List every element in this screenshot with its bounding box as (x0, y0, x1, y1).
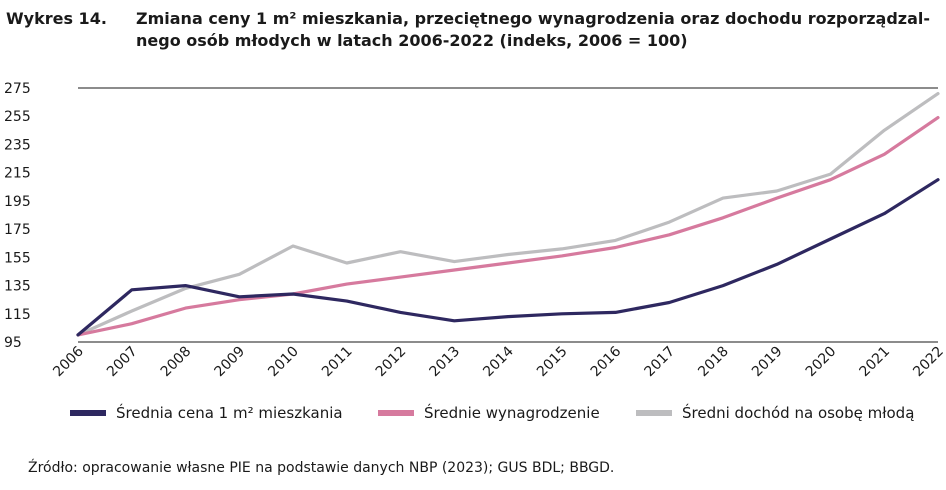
chart-title: Wykres 14. Zmiana ceny 1 m² mieszkania, … (6, 8, 941, 52)
x-tick-label: 2007 (104, 344, 141, 381)
x-axis: 2006 2007 2008 2009 2010 2011 2012 2013 2014 2015… (50, 343, 946, 380)
x-tick-label: 2011 (319, 344, 356, 381)
y-tick-label: 195 (4, 194, 31, 210)
y-axis: 95 115 135 155 175 195 215 235 255 275 (4, 81, 31, 351)
y-tick-label: 275 (4, 81, 31, 97)
x-tick-label: 2016 (588, 343, 625, 380)
x-tick-label: 2019 (749, 344, 786, 381)
legend-label: Średni dochód na osobę młodą (682, 404, 915, 422)
legend-item-3: Średni dochód na osobę młodą (636, 404, 914, 422)
legend-label: Średnia cena 1 m² mieszkania (116, 404, 343, 422)
y-tick-label: 95 (4, 335, 22, 351)
x-tick-label: 2014 (480, 343, 517, 380)
y-tick-label: 215 (4, 166, 31, 182)
chart-number: Wykres 14. (6, 9, 107, 28)
x-tick-label: 2006 (50, 343, 87, 380)
x-tick-label: 2013 (427, 344, 464, 381)
x-tick-label: 2021 (857, 344, 894, 381)
x-tick-label: 2008 (158, 344, 195, 381)
y-tick-label: 235 (4, 137, 31, 153)
x-tick-label: 2009 (212, 344, 249, 381)
legend-item-2: Średnie wynagrodzenie (378, 404, 600, 422)
legend-label: Średnie wynagrodzenie (424, 404, 600, 422)
x-tick-label: 2018 (695, 344, 732, 381)
legend-item-1: Średnia cena 1 m² mieszkania (70, 404, 343, 422)
y-tick-label: 255 (4, 109, 31, 125)
y-tick-label: 175 (4, 222, 31, 238)
x-tick-label: 2022 (910, 344, 946, 381)
title-line-1: Zmiana ceny 1 m² mieszkania, przeciętneg… (136, 9, 931, 28)
x-tick-label: 2015 (534, 344, 571, 381)
legend: Średnia cena 1 m² mieszkania Średnie wyna… (0, 404, 946, 428)
x-tick-label: 2017 (642, 344, 679, 381)
y-tick-label: 135 (4, 279, 31, 295)
legend-swatch (70, 410, 106, 416)
x-tick-label: 2020 (803, 344, 840, 381)
x-tick-label: 2012 (373, 344, 410, 381)
series-line-1 (76, 178, 940, 337)
legend-swatch (378, 410, 414, 416)
source-note: Źródło: opracowanie własne PIE na podsta… (28, 460, 615, 476)
y-tick-label: 115 (4, 307, 31, 323)
series-line-3 (76, 92, 940, 337)
legend-swatch (636, 410, 672, 416)
y-tick-label: 155 (4, 250, 31, 266)
title-line-2: nego osób młodych w latach 2006-2022 (in… (136, 31, 688, 50)
x-tick-label: 2010 (265, 344, 302, 381)
series-lines (76, 92, 940, 337)
series-line-2 (76, 115, 940, 337)
